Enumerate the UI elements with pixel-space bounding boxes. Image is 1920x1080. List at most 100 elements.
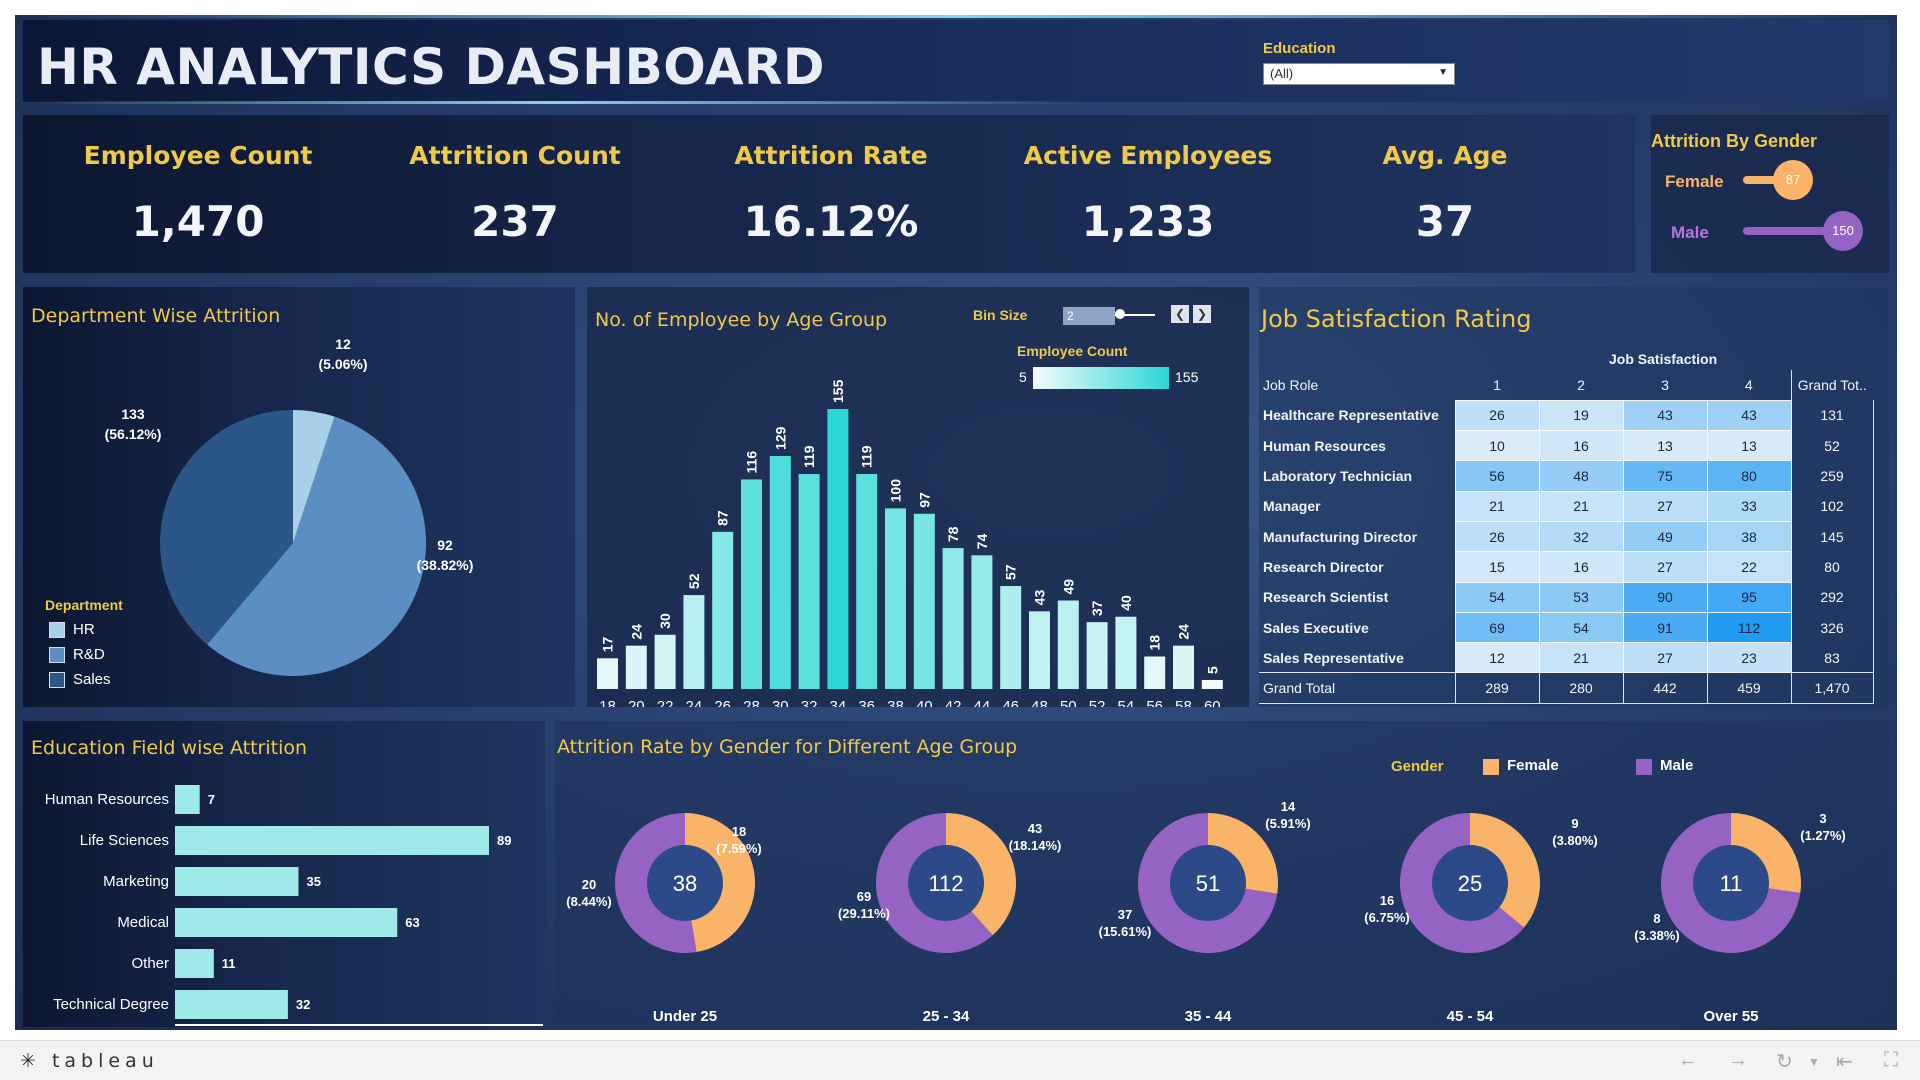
- grand-total-label: Grand Total: [1263, 680, 1336, 697]
- revert-icon[interactable]: ↻: [1776, 1051, 1793, 1073]
- education-bar: [175, 908, 398, 937]
- donut-hole: [1693, 845, 1769, 921]
- age-bar-label: 49: [1060, 579, 1076, 595]
- panel-title: Job Satisfaction Rating: [1261, 305, 1532, 333]
- age-tick-label: 28: [743, 698, 760, 707]
- education-value-label: 11: [222, 956, 236, 971]
- job-role-cell: Manufacturing Director: [1263, 528, 1418, 545]
- job-role-cell: Sales Representative: [1263, 649, 1404, 666]
- female-value-label: 14: [1281, 799, 1296, 814]
- satisfaction-cell: 27: [1622, 490, 1708, 522]
- satisfaction-cell: 22: [1706, 551, 1792, 583]
- row-total-cell: 145: [1790, 521, 1874, 552]
- education-filter-dropdown[interactable]: (All) ▼: [1263, 63, 1455, 85]
- panel-title: Department Wise Attrition: [31, 305, 281, 327]
- satisfaction-cell: 33: [1706, 490, 1792, 522]
- table-row: Manager 21 21 27 33 102: [1259, 490, 1874, 522]
- job-satisfaction-panel: Job Satisfaction Rating Job Satisfaction…: [1259, 287, 1889, 707]
- satisfaction-cell: 91: [1622, 611, 1708, 644]
- education-category-label: Medical: [117, 914, 169, 931]
- kpi-value: 37: [1415, 197, 1475, 246]
- gender-legend-title: Gender: [1391, 758, 1444, 775]
- education-category-label: Other: [131, 955, 169, 972]
- male-value-label: 16: [1380, 893, 1394, 908]
- age-bar-label: 129: [772, 426, 788, 450]
- employee-count-color-ramp: [1033, 367, 1169, 389]
- pie-percent-label: (38.82%): [417, 557, 474, 573]
- female-value-label: 18: [732, 824, 746, 839]
- legend-label: Sales: [73, 671, 111, 688]
- job-role-cell: Research Scientist: [1263, 589, 1389, 606]
- header: HR ANALYTICS DASHBOARD Education (All) ▼: [23, 20, 1889, 102]
- table-row: Human Resources 10 16 13 13 52: [1259, 430, 1874, 462]
- grand-total-cell: 1,470: [1790, 672, 1874, 704]
- satisfaction-cell: 13: [1622, 430, 1708, 462]
- job-role-cell: Human Resources: [1263, 437, 1386, 454]
- bin-size-input[interactable]: 2: [1063, 307, 1115, 325]
- row-total-cell: 259: [1790, 460, 1874, 492]
- previous-icon[interactable]: ❮: [1171, 305, 1189, 323]
- age-tick-label: 18: [599, 698, 616, 707]
- age-group-label: 45 - 54: [1447, 1008, 1494, 1025]
- age-bar-label: 155: [830, 379, 846, 403]
- table-row: Research Director 15 16 27 22 80: [1259, 551, 1874, 583]
- donut-total-label: 38: [673, 871, 697, 896]
- redo-icon[interactable]: →: [1728, 1049, 1748, 1071]
- attrition-by-gender-panel: Attrition By Gender Female 87 Male 150: [1651, 115, 1889, 273]
- job-satisfaction-rows: Healthcare Representative 26 19 43 43 131 Huma…: [1259, 399, 1874, 704]
- col-header-4: 4: [1744, 376, 1753, 393]
- satisfaction-cell: 38: [1706, 520, 1792, 553]
- kpi-value: 1,233: [1081, 197, 1215, 246]
- employee-count-legend-title: Employee Count: [1017, 343, 1128, 359]
- pie-slice-sales: [159, 410, 293, 645]
- pie-value-label: 12: [335, 336, 351, 352]
- tableau-logo[interactable]: ✳ tableau: [20, 1050, 159, 1072]
- kpi-label: Attrition Count: [409, 141, 621, 170]
- bin-size-slider-handle[interactable]: [1115, 309, 1125, 319]
- undo-icon[interactable]: ←: [1678, 1049, 1698, 1071]
- satisfaction-cell: 13: [1706, 430, 1792, 462]
- education-category-label: Marketing: [103, 873, 169, 890]
- panel-title: No. of Employee by Age Group: [595, 309, 888, 331]
- age-bar-label: 87: [715, 510, 731, 526]
- header-glow-line: [15, 15, 1897, 18]
- revert-dropdown-icon[interactable]: ▼: [1808, 1055, 1820, 1069]
- age-bar: [769, 455, 791, 689]
- age-tick-label: 56: [1146, 698, 1163, 707]
- next-icon[interactable]: ❯: [1193, 305, 1211, 323]
- job-role-cell: Laboratory Technician: [1263, 468, 1413, 485]
- satisfaction-cell: 27: [1622, 642, 1708, 674]
- kpi-value: 1,470: [131, 197, 265, 246]
- age-tick-label: 48: [1031, 698, 1048, 707]
- female-value-label: 9: [1571, 816, 1578, 831]
- satisfaction-cell: 26: [1454, 399, 1540, 432]
- bin-size-slider-track[interactable]: [1115, 314, 1155, 316]
- chevron-down-icon[interactable]: ▼: [1438, 67, 1448, 78]
- education-bar: [175, 785, 200, 814]
- tableau-logo-icon: ✳: [20, 1050, 41, 1072]
- satisfaction-cell: 15: [1454, 551, 1540, 583]
- first-icon[interactable]: ⇤: [1836, 1051, 1853, 1073]
- fullscreen-icon[interactable]: ⛶: [1884, 1049, 1898, 1071]
- job-role-cell: Sales Executive: [1263, 619, 1369, 636]
- kpi-label: Employee Count: [83, 141, 313, 170]
- pie-slice-hr: [293, 410, 335, 543]
- donut-hole: [647, 845, 723, 921]
- age-bar-label: 119: [859, 445, 875, 468]
- job-role-cell: Healthcare Representative: [1263, 407, 1439, 424]
- grand-total-cell: 280: [1538, 672, 1623, 704]
- satisfaction-cell: 95: [1706, 581, 1792, 613]
- education-bar: [175, 826, 489, 855]
- age-bar: [741, 479, 762, 689]
- female-percent-label: (1.27%): [1800, 828, 1846, 843]
- satisfaction-cell: 43: [1622, 399, 1708, 432]
- column-group-header: Job Satisfaction: [1609, 351, 1718, 367]
- header-row: Job Role 1 2 3 4 Grand Tot..: [1259, 370, 1873, 401]
- age-bar: [1057, 600, 1079, 689]
- age-bar-label: 119: [801, 445, 817, 468]
- male-value-label: 8: [1653, 911, 1660, 926]
- male-value-label: 69: [857, 889, 871, 904]
- education-bar: [175, 949, 214, 978]
- education-value-label: 32: [296, 997, 310, 1012]
